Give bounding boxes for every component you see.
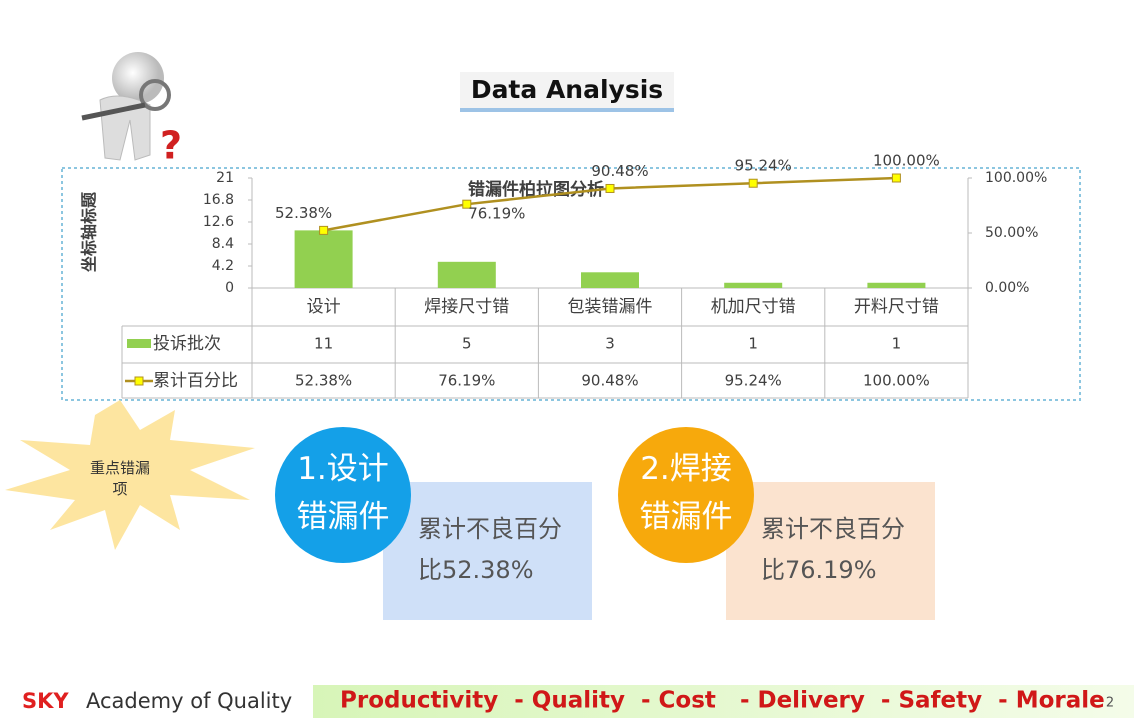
y-tick-label: 16.8: [203, 192, 234, 208]
table-value: 1: [748, 335, 758, 353]
table-value: 5: [462, 335, 472, 353]
bar: [724, 282, 783, 288]
legend-swatch: [127, 339, 151, 348]
card-text: 累计不良百分比76.19%: [761, 515, 905, 584]
callout-text-2: 项: [112, 480, 127, 498]
data-label: 76.19%: [468, 205, 525, 223]
table-value: 1: [892, 335, 902, 353]
table-value: 76.19%: [438, 372, 495, 390]
table-value: 11: [314, 335, 333, 353]
y-tick-label: 8.4: [212, 236, 234, 252]
page-title: Data Analysis: [471, 75, 663, 104]
data-label: 90.48%: [591, 162, 648, 180]
y2-tick-label: 100.00%: [985, 170, 1047, 186]
data-label: 52.38%: [275, 204, 332, 222]
legend-label: 投诉批次: [153, 334, 221, 354]
footer-brand: SKY: [22, 689, 69, 713]
thinker-icon: ?: [81, 52, 182, 168]
bar: [294, 230, 353, 288]
footer-banner: [313, 685, 1134, 718]
y-tick-label: 4.2: [212, 258, 234, 274]
bar: [437, 261, 496, 288]
table-value: 100.00%: [863, 372, 930, 390]
line-marker: [319, 225, 329, 235]
table-value: 90.48%: [581, 372, 638, 390]
card-badge: [618, 427, 754, 563]
card-text: 累计不良百分比52.38%: [418, 515, 562, 584]
table-value: 3: [605, 335, 615, 353]
y-tick-label: 21: [216, 170, 234, 186]
footer-slogan: Productivity - Quality - Cost - Delivery…: [340, 688, 1105, 714]
title-underline: [460, 108, 674, 112]
chart-frame: [61, 167, 1081, 401]
line-marker: [462, 199, 472, 209]
title-box: [460, 72, 674, 110]
line-marker: [748, 178, 758, 188]
legend-label: 累计百分比: [153, 371, 238, 391]
card-badge-text: 2.焊接错漏件: [640, 451, 733, 535]
card-badge-text: 1.设计错漏件: [297, 451, 390, 535]
bar: [581, 272, 639, 288]
chart-title: 错漏件柏拉图分析: [468, 179, 604, 200]
x-tick-label: 开料尺寸错: [854, 297, 939, 317]
y-axis-title: 坐标轴标题: [80, 191, 99, 272]
bar: [867, 282, 926, 288]
data-label: 95.24%: [735, 157, 792, 175]
y-tick-label: 12.6: [203, 214, 234, 230]
y2-tick-label: 50.00%: [985, 225, 1038, 241]
line-marker: [891, 173, 901, 183]
x-tick-label: 设计: [307, 297, 341, 317]
y-tick-label: 0: [225, 280, 234, 296]
callout-star: [5, 400, 255, 550]
table-value: 95.24%: [725, 372, 782, 390]
page-number: 2: [1106, 696, 1114, 711]
footer-org: Academy of Quality: [86, 689, 292, 713]
y2-tick-label: 0.00%: [985, 280, 1029, 296]
x-tick-label: 焊接尺寸错: [424, 297, 509, 317]
cards: 1.设计错漏件 累计不良百分比52.38% 2.焊接错漏件 累计不良百分比76.19%: [297, 451, 906, 585]
line-marker: [605, 183, 615, 193]
callout-text-1: 重点错漏: [90, 459, 150, 477]
card-box: [726, 482, 935, 620]
table-value: 52.38%: [295, 372, 352, 390]
x-tick-label: 包装错漏件: [568, 297, 653, 317]
svg-text:?: ?: [160, 124, 182, 168]
card-badge: [275, 427, 411, 563]
card-box: [383, 482, 592, 620]
data-label: 100.00%: [873, 152, 940, 170]
legend-marker: [134, 376, 144, 386]
x-tick-label: 机加尺寸错: [711, 297, 796, 317]
